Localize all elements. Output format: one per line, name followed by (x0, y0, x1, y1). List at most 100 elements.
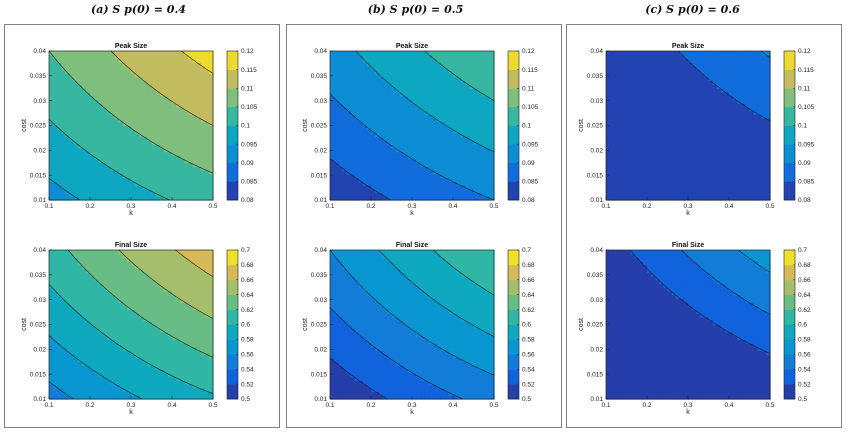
contour-cell (167, 155, 173, 160)
contour-cell (334, 54, 339, 60)
contour-cell (102, 283, 107, 288)
contour-cell (159, 335, 165, 341)
contour-cell (366, 77, 372, 82)
contour-cell (334, 196, 339, 201)
contour-cell (196, 380, 202, 385)
contour-cell (102, 346, 107, 352)
contour-cell (159, 305, 165, 311)
contour-cell (196, 264, 202, 270)
contour-cell (53, 350, 58, 355)
contour-cell (375, 181, 380, 186)
contour-cell (122, 250, 128, 255)
contour-cell (440, 114, 446, 119)
contour-cell (489, 155, 495, 160)
contour-cell (163, 136, 169, 142)
contour-cell (122, 91, 128, 97)
contour-cell (473, 114, 479, 119)
contour-cell (106, 350, 112, 355)
contour-cell (77, 302, 83, 307)
contour-cell (461, 188, 466, 194)
contour-cell (65, 69, 71, 74)
contour-cell (362, 95, 368, 101)
contour-cell (338, 91, 343, 97)
contour-cell (163, 250, 169, 255)
contour-cell (159, 177, 165, 182)
contour-cell (184, 264, 189, 270)
contour-cell (73, 77, 79, 82)
contour-cell (151, 129, 157, 134)
contour-cell (481, 88, 487, 93)
contour-cell (342, 185, 347, 190)
contour-cell (122, 185, 128, 190)
contour-cell (391, 65, 397, 71)
contour-cell (208, 80, 214, 86)
contour-cell (180, 384, 185, 389)
contour-cell (167, 287, 173, 292)
contour-cell (163, 162, 169, 168)
contour-cell (126, 395, 132, 400)
contour-cell (167, 114, 173, 119)
contour-cell (102, 54, 107, 60)
contour-cell (61, 309, 66, 314)
contour-cell (85, 350, 91, 355)
contour-cell (412, 159, 417, 164)
contour-cell (131, 257, 136, 262)
contour-cell (131, 372, 136, 378)
contour-cell (151, 140, 157, 145)
contour-cell (188, 261, 194, 266)
contour-cell (163, 305, 169, 311)
contour-cell (208, 290, 214, 296)
contour-cell (143, 88, 148, 93)
contour-cell (155, 354, 161, 359)
contour-cell (448, 166, 454, 171)
contour-cell (126, 354, 132, 359)
contour-cell (371, 62, 376, 67)
contour-cell (163, 358, 169, 363)
contour-cell (90, 261, 95, 266)
contour-cell (110, 358, 116, 363)
contour-cell (122, 80, 128, 86)
contour-cell (334, 69, 339, 74)
contour-cell (208, 188, 214, 194)
contour-cell (167, 51, 173, 56)
contour-cell (163, 290, 169, 296)
contour-cell (395, 192, 401, 197)
contour-cell (155, 181, 161, 186)
contour-cell (65, 132, 71, 138)
contour-cell (465, 84, 470, 89)
contour-cell (200, 298, 206, 303)
contour-cell (469, 80, 475, 86)
contour-cell (465, 99, 470, 104)
contour-cell (469, 192, 475, 197)
contour-cell (143, 317, 148, 322)
contour-cell (159, 391, 165, 396)
contour-cell (163, 170, 169, 175)
contour-cell (432, 51, 438, 56)
contour-cell (65, 58, 71, 63)
contour-cell (407, 159, 413, 164)
contour-cell (440, 166, 446, 171)
contour-cell (172, 51, 177, 56)
contour-cell (102, 136, 107, 142)
contour-cell (403, 181, 409, 186)
contour-cell (131, 380, 136, 385)
contour-cell (204, 162, 210, 168)
contour-cell (110, 58, 116, 63)
y-tick-label: 0.025 (311, 123, 328, 130)
contour-cell (114, 264, 120, 270)
contour-cell (131, 283, 136, 288)
contour-cell (200, 185, 206, 190)
contour-cell (147, 354, 153, 359)
contour-cell (465, 103, 470, 108)
contour-cell (81, 103, 87, 108)
contour-cell (208, 369, 214, 374)
contour-cell (180, 346, 185, 352)
contour-cell (147, 294, 153, 300)
contour-cell (204, 99, 210, 104)
contour-cell (163, 192, 169, 197)
contour-cell (379, 80, 384, 86)
contour-cell (114, 331, 120, 337)
contour-cell (73, 173, 79, 179)
contour-cell (155, 58, 161, 63)
